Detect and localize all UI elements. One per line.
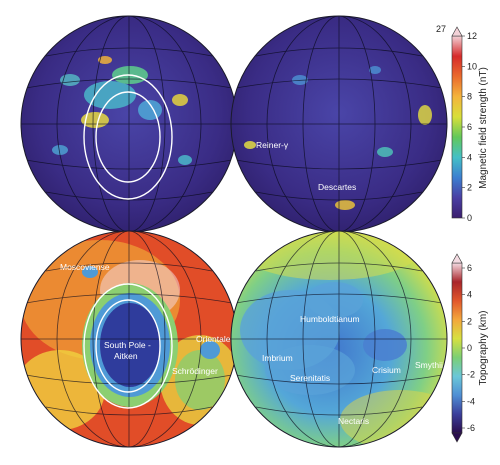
label-descartes: Descartes <box>318 182 356 192</box>
colorbar-tick-label: 4 <box>467 152 472 162</box>
colorbar-tick-label: 0 <box>467 213 472 223</box>
label-humboldtianum: Humboldtianum <box>300 314 360 324</box>
colorbar-magnetic-max-arrow <box>451 26 463 37</box>
label-reiner-gamma: Reiner-γ <box>256 140 289 150</box>
grid-lines <box>21 231 237 447</box>
colorbar-tick-label: -4 <box>467 396 475 406</box>
spa-basin-outline <box>83 283 173 409</box>
topography-map-right-hemisphere: Humboldtianum Imbrium Serenitatis Crisiu… <box>230 230 448 448</box>
colorbar-tick-label: 6 <box>467 263 472 273</box>
magnetic-map-left-hemisphere <box>20 15 238 233</box>
label-nectaris: Nectaris <box>338 416 369 426</box>
colorbar-topography-scale <box>451 262 463 434</box>
colorbar-tick-label: 8 <box>467 92 472 102</box>
colorbar-magnetic-max-note: 27 <box>436 24 446 34</box>
grid-lines <box>231 16 447 232</box>
grid-lines <box>21 16 237 232</box>
colorbar-topography: 6 4 2 0 -2 -4 -6 Topography (km) <box>451 253 489 443</box>
map-labels: Reiner-γ Descartes <box>256 140 356 192</box>
colorbar-tick-label: 0 <box>467 343 472 353</box>
colorbar-topography-max-arrow <box>451 253 463 264</box>
colorbar-topography-title: Topography (km) <box>478 310 489 385</box>
label-moscoviense: Moscoviense <box>60 262 110 272</box>
label-smythii: Smythii <box>415 360 443 370</box>
colorbar-tick-label: 2 <box>467 316 472 326</box>
map-labels: Moscoviense South Pole - Aitken Oriental… <box>60 262 231 376</box>
label-south-pole: South Pole - <box>104 340 151 350</box>
colorbar-tick-label: 2 <box>467 183 472 193</box>
magnetic-anomaly-patches <box>52 56 192 165</box>
label-orientale: Orientale <box>196 334 231 344</box>
colorbar-magnetic-scale <box>451 35 463 219</box>
label-schrodinger: Schrödinger <box>172 366 218 376</box>
colorbar-topography-ticks: 6 4 2 0 -2 -4 -6 <box>462 263 475 433</box>
magnetic-map-right-hemisphere: Reiner-γ Descartes <box>230 15 448 233</box>
colorbar-magnetic-ticks: 0 2 4 6 8 10 12 <box>462 31 477 223</box>
colorbar-magnetic-title: Magnetic field strength (nT) <box>478 67 489 189</box>
colorbar-tick-label: 12 <box>467 31 477 41</box>
colorbar-tick-label: 6 <box>467 122 472 132</box>
grid-lines <box>231 231 447 447</box>
colorbar-topography-min-arrow <box>451 432 463 443</box>
colorbar-tick-label: 4 <box>467 290 472 300</box>
map-labels: Humboldtianum Imbrium Serenitatis Crisiu… <box>262 314 443 426</box>
topography-map-left-hemisphere: Moscoviense South Pole - Aitken Oriental… <box>20 230 238 448</box>
label-crisium: Crisium <box>372 365 401 375</box>
colorbar-tick-label: 10 <box>467 61 477 71</box>
label-serenitatis: Serenitatis <box>290 373 330 383</box>
spa-basin-outline <box>83 74 173 200</box>
label-imbrium: Imbrium <box>262 353 293 363</box>
colorbar-tick-label: -6 <box>467 423 475 433</box>
colorbar-tick-label: -2 <box>467 370 475 380</box>
colorbar-magnetic: 27 0 2 4 6 8 10 12 Magnetic field strength (nT… <box>436 24 489 223</box>
label-aitken: Aitken <box>114 351 138 361</box>
